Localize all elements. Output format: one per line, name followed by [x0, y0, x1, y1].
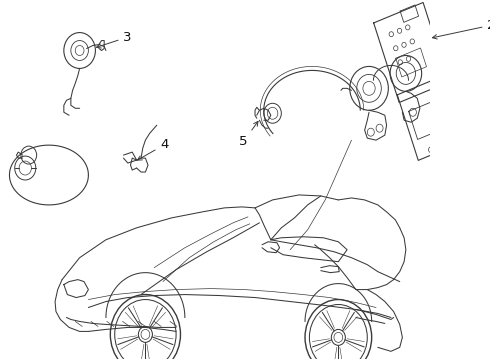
Text: 4: 4 [137, 138, 169, 160]
Text: 5: 5 [239, 121, 258, 148]
Text: 3: 3 [97, 31, 132, 48]
Text: 2: 2 [433, 19, 490, 39]
Text: 1: 1 [0, 359, 1, 360]
